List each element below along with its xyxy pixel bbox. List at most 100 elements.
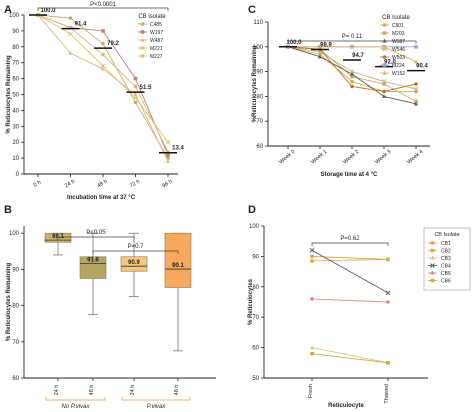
data-point bbox=[414, 45, 418, 49]
x-tick-label: Fresh bbox=[308, 384, 314, 398]
x-tick-label: Week 1 bbox=[310, 149, 328, 166]
significance-bracket bbox=[37, 7, 169, 11]
data-point bbox=[382, 82, 386, 86]
series-line bbox=[37, 14, 169, 143]
x-tick-label: 48 h bbox=[89, 385, 95, 396]
legend-marker bbox=[382, 63, 387, 67]
series-line bbox=[311, 249, 389, 294]
data-point bbox=[310, 345, 314, 350]
data-point bbox=[101, 29, 105, 33]
y-tick-label: 10 bbox=[12, 156, 19, 162]
x-axis-title: Incubation time at 37 °C bbox=[67, 195, 136, 201]
data-point bbox=[318, 54, 322, 59]
box-body bbox=[79, 256, 107, 279]
data-point bbox=[414, 99, 418, 104]
data-point bbox=[310, 351, 314, 356]
data-point bbox=[386, 300, 390, 304]
legend-marker bbox=[430, 241, 435, 245]
group-label: P.vivax bbox=[147, 404, 167, 410]
legend-entry-label: CB3 bbox=[441, 256, 451, 262]
data-point bbox=[318, 44, 322, 49]
y-tick-label: 70 bbox=[12, 340, 19, 346]
data-point bbox=[309, 247, 315, 253]
x-tick-label: 0 h bbox=[33, 180, 43, 189]
p-value-label: P=0.7 bbox=[128, 244, 145, 250]
legend-marker bbox=[382, 70, 387, 75]
legend-entry-label: M203 bbox=[392, 31, 405, 37]
data-point bbox=[385, 290, 391, 296]
y-tick-label: 100 bbox=[249, 224, 260, 230]
y-tick-label: 90 bbox=[252, 254, 259, 260]
series-line bbox=[311, 347, 389, 364]
y-tick-label: 100 bbox=[9, 231, 20, 237]
legend-marker bbox=[430, 255, 435, 260]
median-label: 91.6 bbox=[87, 258, 99, 264]
data-point bbox=[310, 259, 314, 263]
data-point bbox=[350, 79, 354, 84]
y-tick-label: 20 bbox=[12, 140, 19, 146]
data-point bbox=[350, 71, 354, 76]
significance-bracket bbox=[92, 250, 179, 254]
legend-marker bbox=[140, 45, 145, 51]
data-point bbox=[414, 101, 418, 106]
data-point bbox=[68, 31, 73, 37]
legend-entry-label: W487 bbox=[150, 38, 163, 44]
legend-marker bbox=[430, 271, 435, 275]
group-bracket bbox=[45, 397, 106, 401]
data-point bbox=[350, 74, 354, 79]
y-axis-title: % Reticulocytes Remaining bbox=[6, 262, 12, 341]
data-point bbox=[414, 59, 418, 64]
x-tick-label: 96 h bbox=[161, 179, 173, 190]
y-tick-label: 70 bbox=[256, 119, 263, 125]
x-tick-label: 48 h bbox=[174, 385, 180, 396]
median-label: 100.0 bbox=[40, 8, 56, 14]
data-point bbox=[133, 95, 138, 101]
x-tick-label: 24 h bbox=[54, 385, 60, 396]
x-tick-label: 48 h bbox=[96, 179, 108, 190]
panel-b-letter: B bbox=[4, 204, 12, 216]
x-tick-label: Week 0 bbox=[278, 149, 296, 166]
data-point bbox=[101, 66, 105, 71]
legend-entry-label: CB4 bbox=[441, 264, 451, 270]
data-point bbox=[166, 159, 170, 163]
legend-marker bbox=[430, 263, 435, 268]
x-tick-label: Week 4 bbox=[406, 149, 424, 166]
series-line bbox=[311, 258, 389, 262]
box-body bbox=[164, 232, 192, 288]
legend-marker bbox=[140, 30, 145, 34]
y-tick-label: 60 bbox=[256, 144, 263, 150]
data-point bbox=[350, 44, 354, 49]
data-point bbox=[133, 100, 138, 105]
panel-c-letter: C bbox=[248, 4, 256, 16]
legend-entry-label: C601 bbox=[392, 23, 404, 29]
x-tick-label: Thawed bbox=[384, 384, 390, 404]
y-tick-label: 0 bbox=[16, 172, 20, 178]
x-tick-label: Week 3 bbox=[374, 149, 392, 166]
legend-marker bbox=[430, 248, 435, 253]
data-point bbox=[350, 84, 354, 89]
legend-entry-label: W197 bbox=[150, 30, 163, 36]
median-label: 90.4 bbox=[416, 64, 428, 70]
data-point bbox=[386, 257, 390, 262]
legend-entry-label: CB6 bbox=[441, 279, 451, 285]
legend-marker bbox=[140, 22, 145, 26]
data-point bbox=[165, 139, 171, 145]
legend-entry-label: M221 bbox=[150, 46, 163, 52]
legend-marker bbox=[382, 38, 387, 43]
panel-d-letter: D bbox=[248, 204, 256, 216]
panel-a-letter: A bbox=[4, 4, 12, 16]
data-point bbox=[101, 41, 105, 46]
y-tick-label: 80 bbox=[256, 94, 263, 100]
data-point bbox=[414, 82, 418, 86]
y-tick-label: 90 bbox=[12, 29, 19, 35]
y-axis-title: %Reticulocytes Remaining bbox=[252, 45, 258, 122]
legend-entry-label: W587 bbox=[392, 39, 405, 45]
median-label: 90.1 bbox=[172, 263, 184, 269]
y-tick-label: 80 bbox=[12, 304, 19, 310]
y-tick-label: 110 bbox=[253, 20, 263, 26]
y-axis-title: % Reticulocytes bbox=[248, 278, 254, 325]
data-point bbox=[133, 84, 138, 89]
median-label: 100.0 bbox=[286, 40, 302, 46]
legend-marker bbox=[140, 37, 145, 42]
